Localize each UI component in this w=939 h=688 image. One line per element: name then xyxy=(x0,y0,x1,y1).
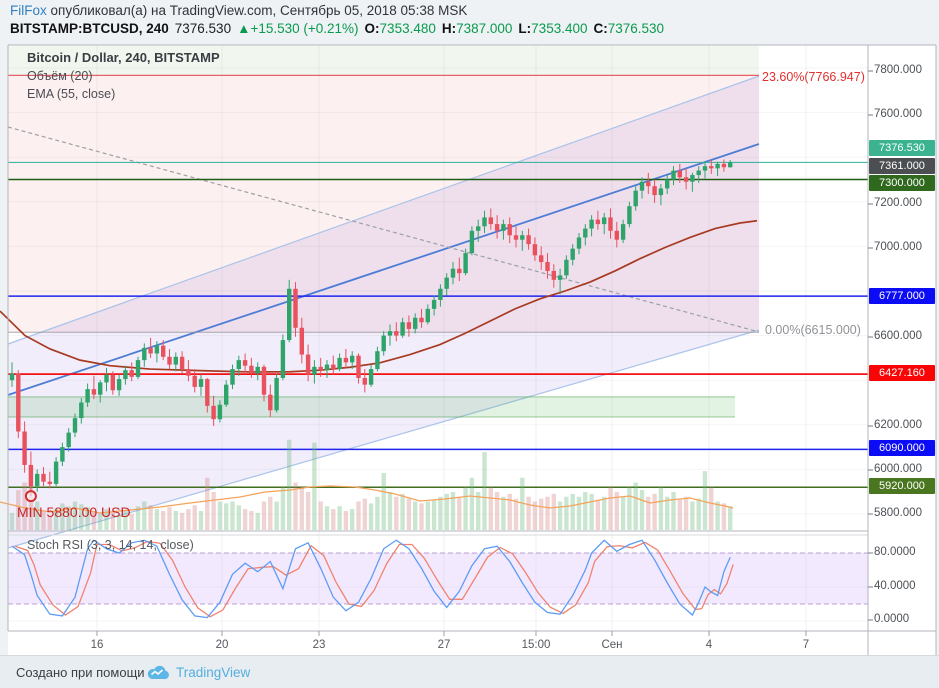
price-axis-tick: 7200.000 xyxy=(874,197,922,209)
time-axis-tick: 15:00 xyxy=(521,639,551,651)
fib-236-label: 23.60%(7766.947) xyxy=(762,70,865,84)
up-arrow-icon: ▲ xyxy=(237,21,251,36)
author-link[interactable]: FilFox xyxy=(10,3,47,18)
open-label: O: xyxy=(364,21,380,36)
time-axis-tick: Сен xyxy=(601,639,623,651)
price-axis-tick: 0.0000 xyxy=(874,613,910,625)
symbol-label: BITSTAMP:BTCUSD, 240 xyxy=(10,21,169,36)
time-axis-tick: 16 xyxy=(90,639,104,651)
publish-text: опубликовал(а) на TradingView.com, Сентя… xyxy=(50,3,468,18)
last-price: 7376.530 xyxy=(174,21,232,36)
price-axis-tick: 7000.000 xyxy=(874,241,922,253)
close-value: 7376.530 xyxy=(607,21,665,36)
ema-study-label[interactable]: EMA (55, close) xyxy=(27,87,116,101)
price-axis-tick: 80.0000 xyxy=(874,546,916,558)
high-label: H: xyxy=(441,21,457,36)
time-axis-tick: 27 xyxy=(437,639,451,651)
price-axis-tick: 7800.000 xyxy=(874,64,922,76)
time-axis-tick: 23 xyxy=(312,639,326,651)
open-value: 7353.480 xyxy=(379,21,436,36)
price-axis-tick: 5800.000 xyxy=(874,507,922,519)
time-axis-tick: 4 xyxy=(705,639,713,651)
price-axis-tick: 6200.000 xyxy=(874,419,922,431)
price-badge: 7300.000 xyxy=(869,175,935,191)
time-axis-tick: 7 xyxy=(802,639,810,651)
created-with-text: Создано при помощи xyxy=(16,665,145,680)
chart-legend-title[interactable]: Bitcoin / Dollar, 240, BITSTAMP xyxy=(27,50,220,65)
stoch-rsi-label[interactable]: Stoch RSI (3, 3, 14, 14, close) xyxy=(27,538,194,552)
high-value: 7387.000 xyxy=(456,21,513,36)
price-badge: 7361.000 xyxy=(869,158,935,174)
price-axis-tick: 40.0000 xyxy=(874,580,916,592)
header: FilFox опубликовал(а) на TradingView.com… xyxy=(0,0,939,45)
change-value: +15.530 (+0.21%) xyxy=(250,21,359,36)
price-badge: 6090.000 xyxy=(869,440,935,456)
price-badge: 6427.160 xyxy=(869,365,935,381)
price-badge: 6777.000 xyxy=(869,288,935,304)
time-axis-tick: 20 xyxy=(215,639,229,651)
price-badge: 5920.000 xyxy=(869,478,935,494)
price-axis-tick: 6600.000 xyxy=(874,330,922,342)
min-price-annotation: MIN 5880.00 USD xyxy=(17,504,131,520)
tradingview-brand-link[interactable]: TradingView xyxy=(176,665,251,680)
price-badge: 7376.530 xyxy=(869,140,935,156)
close-label: C: xyxy=(593,21,608,36)
price-axis-tick: 7600.000 xyxy=(874,108,922,120)
tradingview-logo-icon xyxy=(147,665,169,680)
price-axis-tick: 6000.000 xyxy=(874,463,922,475)
footer-bar: Создано при помощи TradingView xyxy=(0,655,939,688)
volume-study-label[interactable]: Объём (20) xyxy=(27,69,93,83)
low-label: L: xyxy=(518,21,532,36)
fib-0-label: 0.00%(6615.000) xyxy=(765,323,861,337)
symbol-line: BITSTAMP:BTCUSD, 240 7376.530 ▲+15.530 (+0… xyxy=(10,21,664,36)
publish-line: FilFox опубликовал(а) на TradingView.com… xyxy=(10,3,467,18)
low-value: 7353.400 xyxy=(531,21,588,36)
